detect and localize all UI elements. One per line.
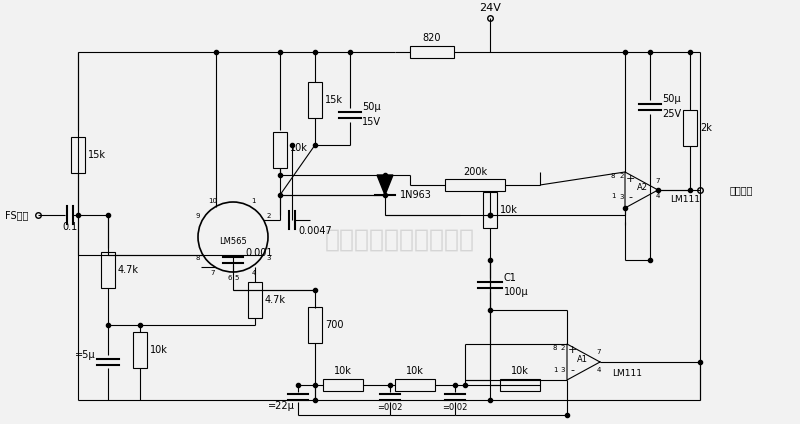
Bar [445, 179, 505, 191]
Text: 200k: 200k [463, 167, 487, 177]
Text: 10: 10 [208, 198, 217, 204]
Text: 820: 820 [422, 33, 442, 43]
Bar [71, 137, 85, 173]
Bar [308, 82, 322, 118]
Text: =0.02: =0.02 [378, 404, 402, 413]
Text: 6: 6 [227, 275, 232, 281]
Text: 15V: 15V [362, 117, 381, 127]
Text: 24V: 24V [479, 3, 501, 13]
Text: A1: A1 [577, 355, 587, 365]
Text: 10k: 10k [406, 366, 424, 376]
Text: 10k: 10k [334, 366, 352, 376]
Text: 7: 7 [210, 270, 214, 276]
Text: 50μ: 50μ [662, 94, 681, 104]
Text: 50μ: 50μ [362, 102, 381, 112]
Text: 5: 5 [234, 275, 238, 281]
Text: -: - [628, 192, 632, 202]
Text: A2: A2 [637, 184, 647, 192]
Bar [395, 379, 435, 391]
Bar [308, 307, 322, 343]
Text: 10k: 10k [290, 143, 308, 153]
Text: 8: 8 [195, 254, 200, 260]
Text: 8: 8 [553, 345, 558, 351]
Text: 1: 1 [553, 367, 558, 373]
Bar [133, 332, 147, 368]
Text: 8: 8 [610, 173, 615, 179]
Text: 4: 4 [597, 367, 601, 373]
Text: FS输入: FS输入 [5, 210, 28, 220]
Text: -: - [570, 365, 574, 375]
Text: 25V: 25V [662, 109, 681, 119]
Text: 4.7k: 4.7k [118, 265, 139, 275]
Bar [323, 379, 363, 391]
Text: 9: 9 [195, 214, 200, 220]
Text: 4: 4 [656, 193, 660, 199]
Text: 0.0047: 0.0047 [298, 226, 332, 237]
Text: C1: C1 [504, 273, 517, 283]
Text: =22μ: =22μ [268, 401, 295, 411]
Text: 3: 3 [561, 367, 566, 373]
Text: 15k: 15k [325, 95, 343, 105]
Text: 2: 2 [266, 214, 270, 220]
Text: 2k: 2k [700, 123, 712, 133]
Bar [101, 252, 115, 288]
Text: =0.02: =0.02 [442, 404, 468, 413]
Text: 3: 3 [620, 194, 624, 200]
Text: 2: 2 [620, 173, 624, 179]
Text: 0.1: 0.1 [62, 222, 78, 232]
Text: 1: 1 [610, 193, 615, 199]
Text: 0.001: 0.001 [245, 248, 273, 258]
Text: 10k: 10k [511, 366, 529, 376]
Text: 15k: 15k [88, 150, 106, 160]
Text: LM565: LM565 [219, 237, 247, 245]
Text: 10k: 10k [150, 345, 168, 355]
Text: 100μ: 100μ [504, 287, 529, 297]
Text: 3: 3 [266, 254, 270, 260]
Bar [483, 192, 497, 228]
Text: 700: 700 [325, 320, 343, 330]
Bar [410, 46, 454, 58]
Bar [273, 132, 287, 168]
Bar [683, 110, 697, 146]
Text: 1N963: 1N963 [400, 190, 432, 200]
Text: LM111: LM111 [612, 368, 642, 377]
Text: 2: 2 [561, 345, 565, 351]
Polygon shape [377, 175, 393, 195]
Text: =5μ: =5μ [75, 350, 96, 360]
Text: 4: 4 [251, 270, 256, 276]
Text: 解调输出: 解调输出 [730, 185, 754, 195]
Text: 4.7k: 4.7k [265, 295, 286, 305]
Text: 深圳迈盈科技有限公司: 深圳迈盈科技有限公司 [325, 228, 475, 252]
Text: 7: 7 [597, 349, 602, 355]
Text: 7: 7 [656, 178, 660, 184]
Text: 10k: 10k [500, 205, 518, 215]
Bar [248, 282, 262, 318]
Text: +: + [626, 174, 634, 184]
Bar [500, 379, 540, 391]
Text: +: + [567, 345, 577, 355]
Text: 1: 1 [251, 198, 256, 204]
Text: LM111: LM111 [670, 195, 700, 204]
